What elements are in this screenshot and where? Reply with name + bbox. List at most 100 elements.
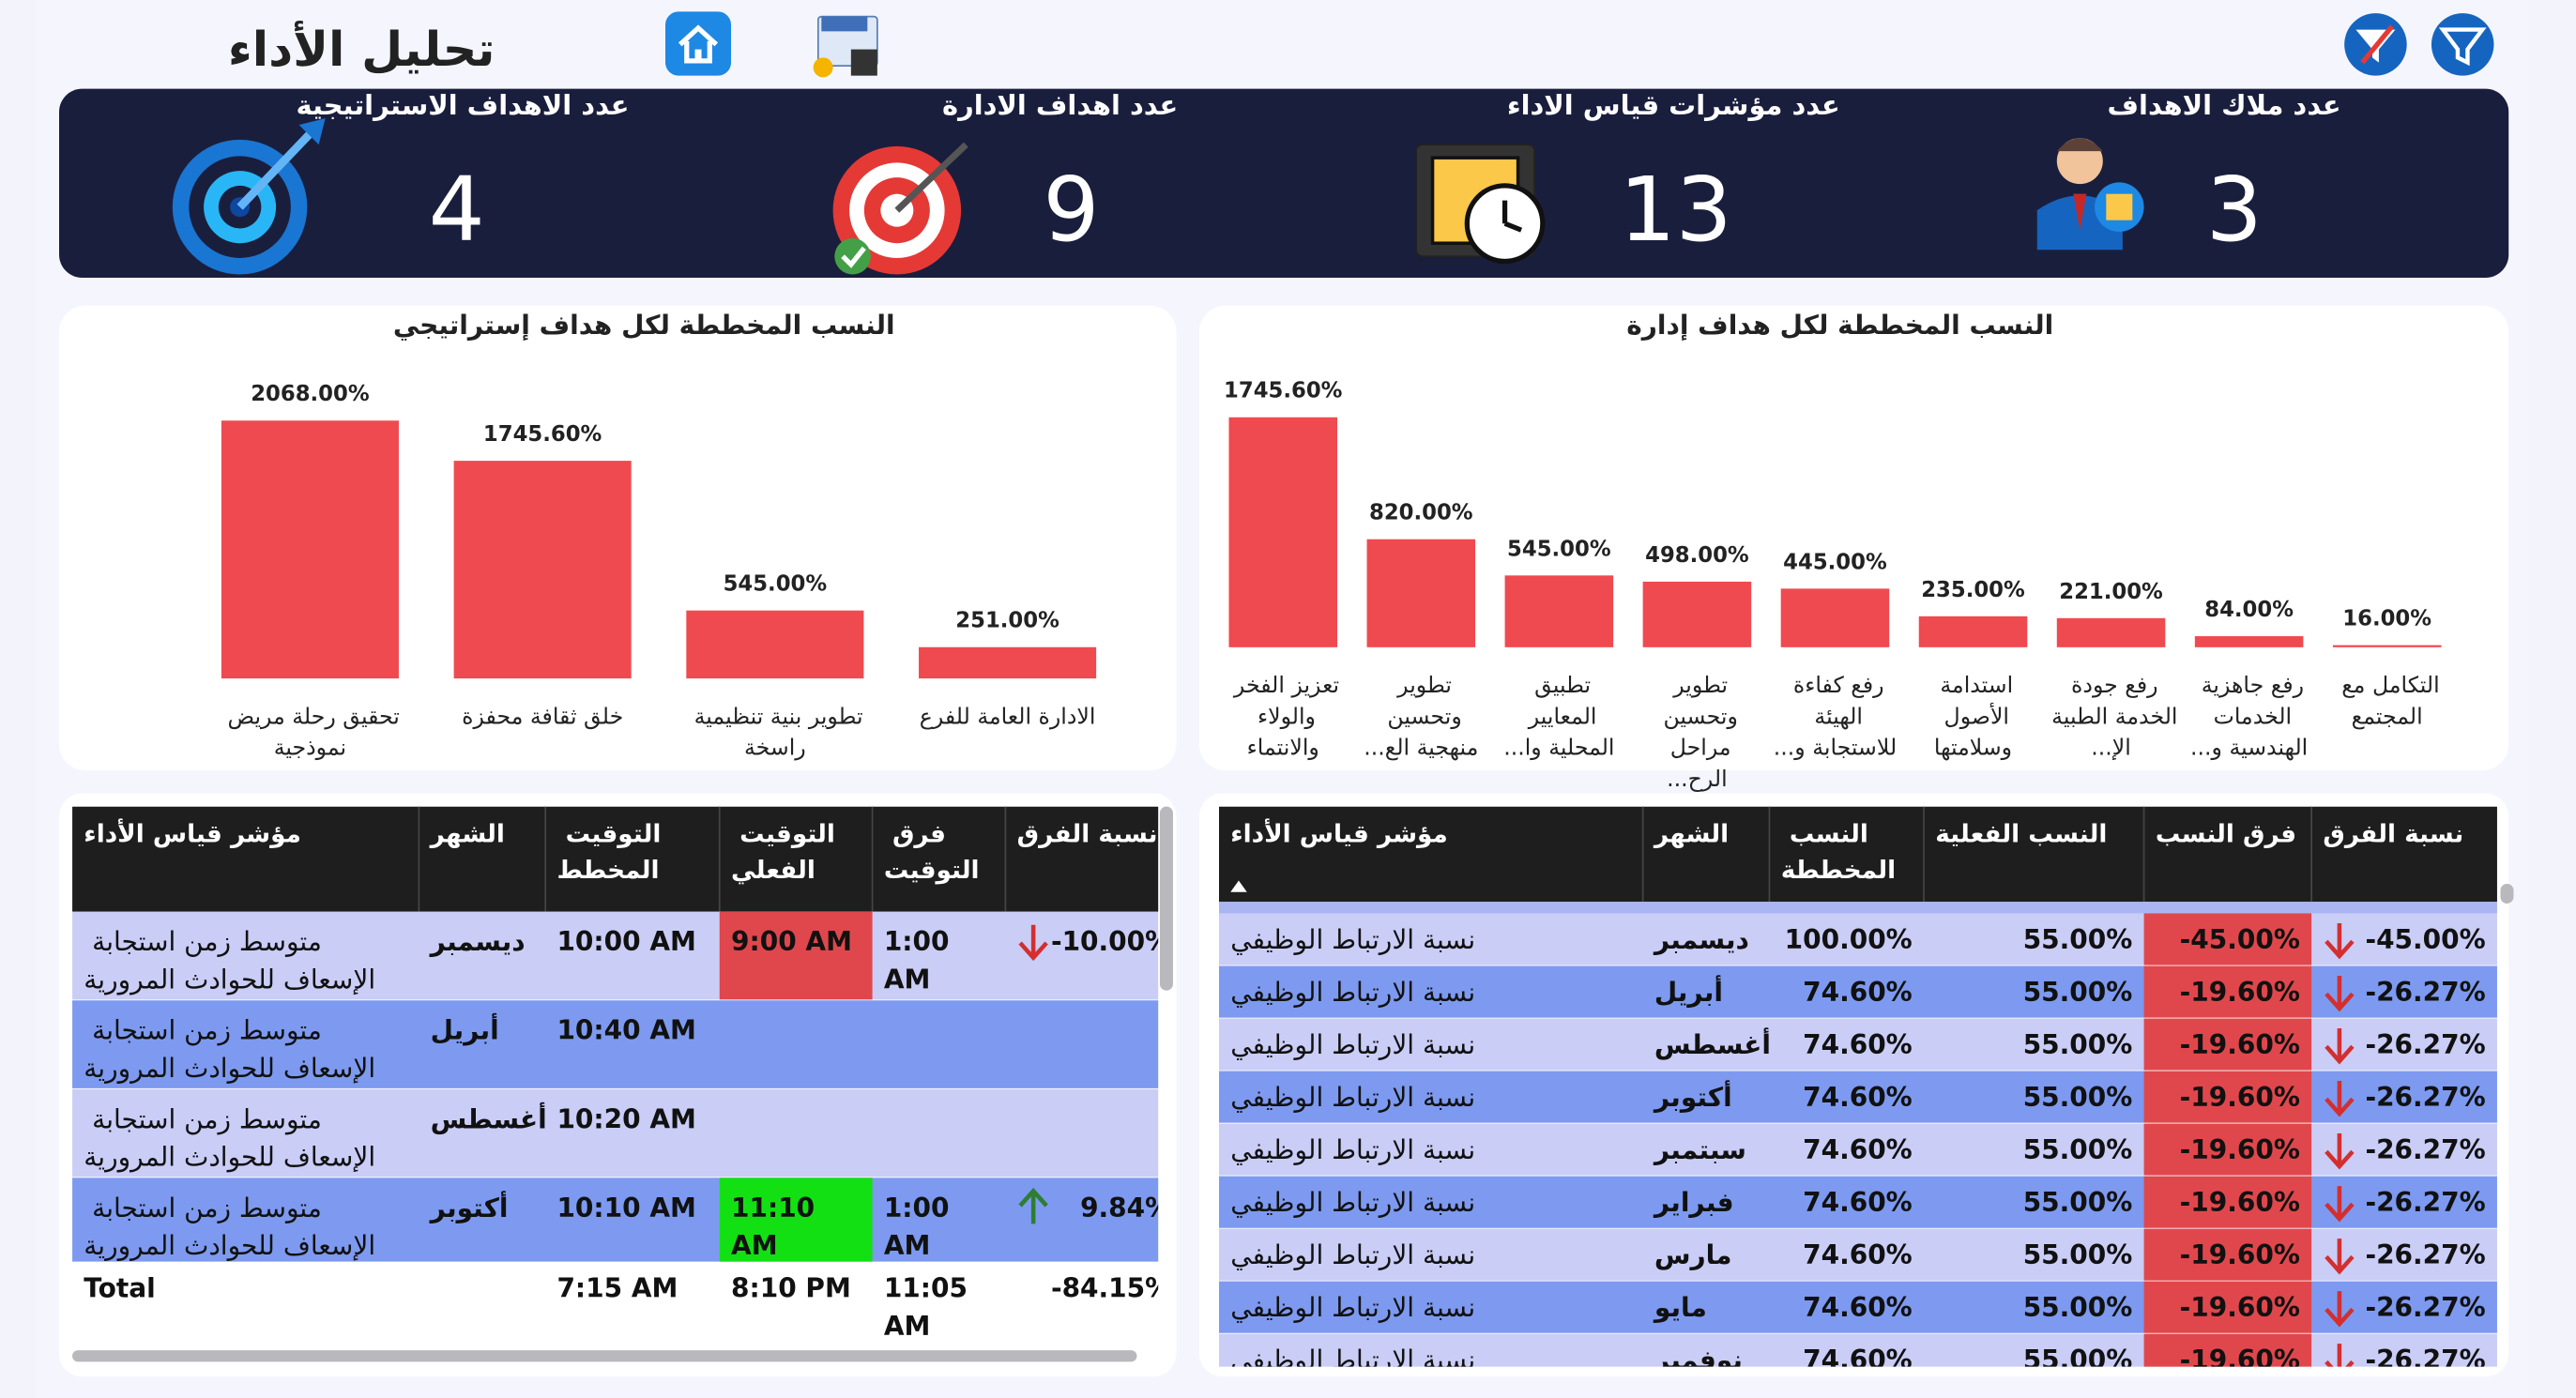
trend-arrow	[2324, 1081, 2355, 1117]
table-cell: -19.60%	[2180, 1082, 2300, 1113]
highlight-cell	[2143, 1018, 2312, 1071]
kpi-band	[59, 88, 2509, 278]
table-cell: -26.27%	[2365, 1187, 2485, 1218]
table-cell: -84.15%	[1051, 1272, 1171, 1303]
sort-indicator	[1230, 880, 1247, 892]
scrollbar[interactable]	[1159, 806, 1173, 991]
table-cell: -26.27%	[2365, 1134, 2485, 1165]
trend-arrow	[2324, 1028, 2355, 1065]
bar	[1504, 575, 1614, 647]
data-label: 221.00%	[2059, 580, 2163, 604]
table-cell: 10:00 AM	[556, 926, 695, 957]
trend-arrow	[1018, 924, 1048, 962]
table-cell: مارس	[1654, 1239, 1732, 1270]
table-cell: 55.00%	[2023, 1345, 2133, 1375]
target-icon	[832, 142, 968, 275]
table-cell: 74.60%	[1803, 1029, 1913, 1060]
table-cell: متوسط زمن استجابة الإسعاف للحوادث المرور…	[84, 926, 375, 995]
table-total: Total 7:15 AM 8:10 PM 11:05 AM -84.15%	[84, 1272, 1171, 1341]
table-cell: 7:15 AM	[556, 1272, 678, 1303]
column-header: الشهر	[1653, 820, 1729, 848]
table-cell: 10:10 AM	[556, 1192, 695, 1223]
highlight-cell	[2143, 965, 2312, 1019]
table-cell: نسبة الارتباط الوظيفي	[1230, 1345, 1475, 1375]
table-cell: 74.60%	[1803, 1292, 1913, 1323]
x-tick-label: رفع جاهزية الخدمات الهندسية و...	[2190, 672, 2308, 761]
data-label: 545.00%	[724, 572, 828, 597]
table-cell: 11:05 AM	[884, 1272, 977, 1341]
chart-title: النسب المخططة لكل هداف إستراتيجي	[393, 310, 895, 342]
bar	[2194, 636, 2304, 647]
table-cell: -45.00%	[2180, 924, 2300, 955]
column-header: التوقيت المخطط	[556, 820, 661, 885]
data-label: 251.00%	[955, 609, 1059, 633]
table-cell: 11:10 AM	[731, 1192, 824, 1260]
table-cell: 74.60%	[1803, 977, 1913, 1008]
scrollbar[interactable]	[72, 1350, 1137, 1362]
table-cell: نسبة الارتباط الوظيفي	[1230, 1082, 1475, 1113]
table-row	[72, 1000, 1159, 1089]
data-label: 84.00%	[2204, 598, 2294, 622]
kpi-value: 4	[429, 159, 485, 262]
table-cell: 10:20 AM	[556, 1103, 695, 1134]
table-row	[72, 1178, 1159, 1262]
x-tick-label: تطوير وتحسين منهجية الع...	[1364, 672, 1478, 761]
table-cell: 1:00 AM	[884, 926, 958, 995]
table-cell: -19.60%	[2180, 1292, 2300, 1323]
home-button[interactable]	[665, 11, 732, 76]
table-cell: نسبة الارتباط الوظيفي	[1230, 1292, 1475, 1323]
table: مؤشر قياس الأداء الشهر التوقيت المخطط التوق…	[72, 806, 1171, 1262]
filter-button[interactable]	[2431, 13, 2494, 76]
header-strip	[1218, 902, 2497, 914]
bar	[686, 610, 864, 679]
trend-arrow	[2324, 1238, 2355, 1275]
table-row	[72, 911, 1159, 1001]
table-cell: -26.27%	[2365, 977, 2485, 1008]
table-row	[72, 1088, 1159, 1178]
highlight-cell	[719, 1178, 873, 1262]
x-tick-label: التكامل مع المجتمع	[2335, 672, 2440, 729]
filter-button[interactable]	[2344, 13, 2407, 76]
highlight-cell	[2143, 1333, 2312, 1367]
table-cell: أكتوبر	[1653, 1080, 1732, 1113]
table-cell: -26.27%	[2365, 1082, 2485, 1113]
table-cell: -19.60%	[2180, 1239, 2300, 1270]
plan-button[interactable]	[813, 15, 878, 78]
data-label: 498.00%	[1645, 543, 1749, 568]
bar	[453, 461, 632, 679]
table-cell: -26.27%	[2365, 1292, 2485, 1323]
chart-panel	[1198, 305, 2509, 771]
bar	[1228, 417, 1338, 647]
table-cell: ديسمبر	[429, 926, 526, 957]
x-tick-label: تعزيز الفخر والولاء والانتماء	[1227, 672, 1339, 761]
trend-arrow	[2324, 975, 2355, 1012]
trend-arrow	[1018, 1187, 1048, 1224]
x-tick-label: استدامة الأصول وسلامتها	[1933, 672, 2013, 761]
table-cell: متوسط زمن استجابة الإسعاف للحوادث المرور…	[84, 1103, 375, 1172]
table-cell: أغسطس	[1654, 1027, 1771, 1060]
table-cell: -45.00%	[2365, 924, 2485, 955]
x-tick-label: تطبيق المعايير المحلية وا...	[1503, 672, 1614, 761]
table-cell: -26.27%	[2365, 1239, 2485, 1270]
chip-icon	[1415, 144, 1546, 265]
table-cell: -19.60%	[2180, 1029, 2300, 1060]
scrollbar[interactable]	[2500, 883, 2514, 904]
column-header: النسب الفعلية	[1935, 820, 2107, 848]
trend-arrow	[2324, 1344, 2355, 1367]
column-header: مؤشر قياس الأداء	[1230, 818, 1448, 848]
column-header: نسبة الفرق	[1017, 820, 1158, 848]
table-cell: 55.00%	[2023, 1239, 2133, 1270]
highlight-cell	[2143, 1228, 2312, 1282]
data-label: 1745.60%	[1224, 379, 1343, 403]
data-label: 545.00%	[1507, 537, 1611, 561]
table-cell: -10.00%	[1051, 926, 1171, 957]
data-label: 16.00%	[2342, 607, 2431, 631]
table-cell: -26.27%	[2365, 1029, 2485, 1060]
table-cell: 55.00%	[2023, 1082, 2133, 1113]
table-cell: -19.60%	[2180, 1134, 2300, 1165]
table-cell: 9:00 AM	[731, 926, 852, 957]
table-header	[1218, 806, 2497, 903]
table-cell: 1:00 AM	[884, 1192, 958, 1260]
table-cell: 10:40 AM	[556, 1014, 695, 1045]
